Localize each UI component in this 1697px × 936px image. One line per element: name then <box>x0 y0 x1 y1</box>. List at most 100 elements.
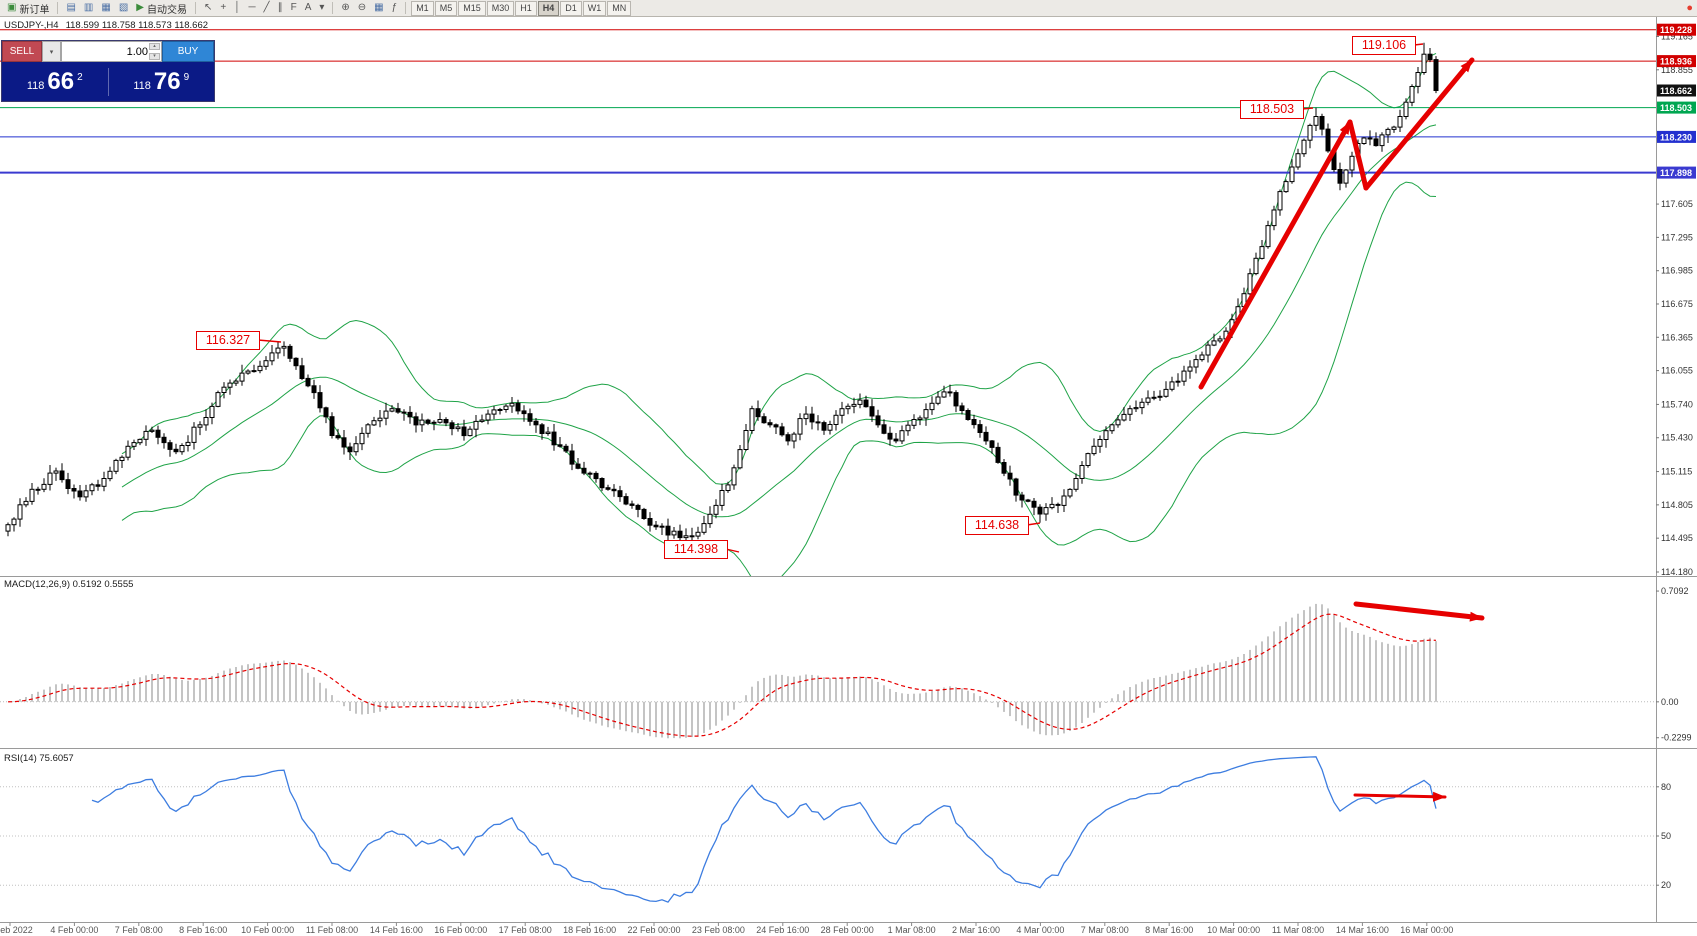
sell-price: 118 66 2 <box>26 67 83 95</box>
time-axis-label: 10 Feb 00:00 <box>241 925 294 935</box>
navigator-button[interactable]: ▦ <box>98 1 113 15</box>
chart-title: USDJPY-,H4 118.599 118.758 118.573 118.66… <box>4 20 208 31</box>
zoom-out-icon: ⊖ <box>357 2 367 13</box>
trend-arrow <box>1198 119 1353 390</box>
timeframe-button-m15[interactable]: M15 <box>458 0 486 16</box>
macd-panel <box>0 603 1656 739</box>
new-order-button[interactable]: ▣ 新订单 <box>4 1 52 16</box>
time-axis-label: 24 Feb 16:00 <box>756 925 809 935</box>
price-badge-label: 118.230 <box>1660 132 1692 142</box>
time-axis-label: 8 Mar 16:00 <box>1145 925 1193 935</box>
arrows-tool-button[interactable]: ▾ <box>316 1 327 15</box>
cursor-tool-button[interactable]: ↖ <box>201 1 215 15</box>
time-axis-label: 11 Mar 08:00 <box>1272 925 1324 935</box>
vline-tool-button[interactable]: │ <box>231 1 243 15</box>
trendline-tool-button[interactable]: ╱ <box>261 1 273 15</box>
volume-dropdown[interactable]: ▾ <box>42 41 61 62</box>
market-watch-icon: ▤ <box>66 2 76 13</box>
tile-windows-icon: ▦ <box>374 2 384 13</box>
time-axis-label: 2 Mar 16:00 <box>952 925 1000 935</box>
price-badge-label: 118.503 <box>1660 103 1692 113</box>
time-axis[interactable]: 3 Feb 2022 4 Feb 00:00 7 Feb 08:00 8 Feb 16… <box>0 922 1453 936</box>
rsi-axis-label: 20 <box>1661 880 1671 890</box>
quote-display: 118 66 2 118 76 9 <box>2 62 214 101</box>
price-badge-label: 117.898 <box>1660 168 1692 178</box>
timeframe-button-m5[interactable]: M5 <box>434 0 458 16</box>
time-axis-label: 14 Mar 16:00 <box>1336 925 1389 935</box>
volume-increase-button[interactable]: ▴ <box>149 43 160 50</box>
record-icon[interactable]: ● <box>1686 1 1693 14</box>
channel-icon: ∥ <box>277 2 283 13</box>
timeframe-button-d1[interactable]: D1 <box>560 0 582 16</box>
new-order-icon: ▣ <box>7 2 17 13</box>
crosshair-icon: + <box>220 2 227 13</box>
volume-decrease-button[interactable]: ▾ <box>149 53 160 60</box>
macd-signal-line <box>7 613 1437 737</box>
time-axis-label: 11 Feb 08:00 <box>306 925 358 935</box>
time-axis-label: 1 Mar 08:00 <box>888 925 936 935</box>
fibonacci-icon: F <box>290 2 297 13</box>
buy-button[interactable]: BUY <box>162 41 214 62</box>
time-axis-label: 17 Feb 08:00 <box>499 925 552 935</box>
price-axis-label: 117.605 <box>1661 199 1693 209</box>
price-axis-label: 115.740 <box>1661 399 1693 409</box>
bollinger-band <box>121 181 1437 577</box>
macd-axis-label: -0.2299 <box>1661 733 1692 743</box>
timeframe-button-m1[interactable]: M1 <box>411 0 434 16</box>
channel-tool-button[interactable]: ∥ <box>275 1 286 15</box>
sell-button[interactable]: SELL <box>2 41 42 62</box>
time-axis-label: 23 Feb 08:00 <box>692 925 745 935</box>
price-axis-label: 115.115 <box>1661 467 1692 477</box>
time-axis-label: 3 Feb 2022 <box>0 925 33 935</box>
toolbar: ▣ 新订单 ▤ ▥ ▦ ▧ ▶ 自动交易 ↖ + │ ─ ╱ ∥ F A ▾ ⊕… <box>0 0 1697 17</box>
macd-axis-label: 0.00 <box>1661 697 1679 707</box>
zoom-in-button[interactable]: ⊕ <box>338 1 352 15</box>
price-axis-label: 114.495 <box>1661 533 1693 543</box>
price-axis-label: 118.855 <box>1661 65 1693 75</box>
price-axis-label: 116.985 <box>1661 266 1693 276</box>
time-axis-label: 28 Feb 00:00 <box>821 925 874 935</box>
time-axis-label: 7 Feb 08:00 <box>115 925 163 935</box>
price-axis-label: 115.430 <box>1661 433 1693 443</box>
crosshair-tool-button[interactable]: + <box>217 1 229 15</box>
hline-tool-button[interactable]: ─ <box>245 1 258 15</box>
text-tool-button[interactable]: A <box>302 1 315 15</box>
terminal-button[interactable]: ▧ <box>116 1 131 15</box>
indicators-button[interactable]: ƒ <box>389 1 401 15</box>
macd-header: MACD(12,26,9) 0.5192 0.5555 <box>4 579 134 590</box>
annotation-arrows <box>257 43 1485 802</box>
timeframe-button-h1[interactable]: H1 <box>515 0 537 16</box>
time-axis-label: 18 Feb 16:00 <box>563 925 616 935</box>
callout-tail <box>725 548 740 553</box>
toolbar-separator <box>405 2 407 14</box>
data-window-button[interactable]: ▥ <box>81 1 96 15</box>
price-axis-label: 114.805 <box>1661 500 1693 510</box>
callout-tail <box>1026 522 1041 526</box>
price-axis-label: 116.055 <box>1661 366 1693 376</box>
fibonacci-tool-button[interactable]: F <box>288 1 300 15</box>
main-chart-panel[interactable] <box>0 29 1656 584</box>
timeframe-button-mn[interactable]: MN <box>607 0 632 16</box>
price-axis-label: 119.165 <box>1661 32 1693 42</box>
toolbar-separator <box>332 2 334 14</box>
volume-input[interactable] <box>62 42 161 61</box>
cursor-icon: ↖ <box>203 2 213 13</box>
price-axis[interactable]: 119.165 118.855 117.605 117.295 116.985 116.6… <box>1656 17 1696 922</box>
timeframe-button-w1[interactable]: W1 <box>582 0 607 16</box>
price-badge <box>1657 130 1696 143</box>
price-badge-label: 118.662 <box>1660 86 1692 96</box>
price-axis-label: 116.365 <box>1661 332 1693 342</box>
indicators-icon: ƒ <box>391 2 398 13</box>
price-badge <box>1657 101 1696 114</box>
tile-windows-button[interactable]: ▦ <box>371 1 386 15</box>
callout-tail <box>1301 107 1314 110</box>
timeframe-button-m30[interactable]: M30 <box>486 0 515 16</box>
rsi-line <box>91 756 1437 903</box>
timeframe-button-h4[interactable]: H4 <box>537 0 560 16</box>
zoom-out-button[interactable]: ⊖ <box>355 1 369 15</box>
market-watch-button[interactable]: ▤ <box>63 1 78 15</box>
autotrading-button[interactable]: ▶ 自动交易 <box>133 1 190 16</box>
time-axis-label: 16 Mar 00:00 <box>1400 925 1453 935</box>
callout-tail <box>257 339 282 343</box>
